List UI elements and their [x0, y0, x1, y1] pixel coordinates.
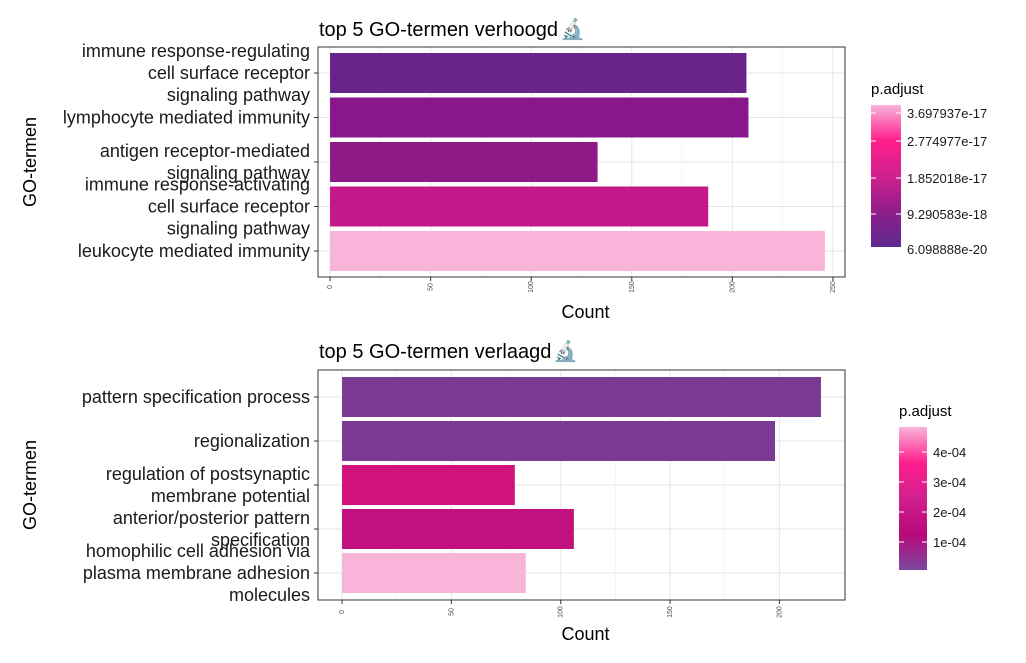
- x-tick-label: 150: [629, 281, 636, 293]
- legend-label: 4e-04: [933, 445, 966, 460]
- y-axis-title: GO-termen: [20, 440, 40, 530]
- x-tick-label: 200: [776, 606, 783, 618]
- microscope-icon: 🔬: [560, 17, 585, 41]
- legend: p.adjust 4e-04 3e-04 2e-04 1e-04: [899, 403, 966, 570]
- chart-panel-2: top 5 GO-termen verlaagd 🔬 pattern specifi…: [20, 339, 966, 644]
- category-label: immune response-activating: [85, 175, 310, 195]
- chart-title: top 5 GO-termen verlaagd: [319, 341, 551, 363]
- x-axis-title: Count: [561, 302, 609, 322]
- category-label: cell surface receptor: [148, 197, 310, 217]
- bar: [342, 509, 574, 549]
- category-label: signaling pathway: [167, 163, 310, 183]
- x-axis-title: Count: [561, 624, 609, 644]
- category-label: regulation of postsynaptic: [106, 464, 310, 484]
- chart-title: top 5 GO-termen verhoogd: [319, 19, 558, 41]
- legend-label: 1.852018e-17: [907, 171, 987, 186]
- category-label: membrane potential: [151, 486, 310, 506]
- category-label: regionalization: [194, 431, 310, 451]
- category-label: homophilic cell adhesion via: [86, 541, 311, 561]
- category-label: lymphocyte mediated immunity: [63, 108, 310, 128]
- legend-colorbar: [871, 105, 901, 247]
- x-tick-label: 50: [448, 608, 455, 616]
- bar: [330, 142, 598, 182]
- bar: [330, 231, 825, 271]
- legend-label: 1e-04: [933, 535, 966, 550]
- category-label: plasma membrane adhesion: [83, 563, 310, 583]
- legend-label: 6.098888e-20: [907, 242, 987, 257]
- category-label: signaling pathway: [167, 219, 310, 239]
- category-label: cell surface receptor: [148, 63, 310, 83]
- x-tick-label: 100: [528, 281, 535, 293]
- bar: [342, 553, 526, 593]
- legend-label: 2.774977e-17: [907, 134, 987, 149]
- microscope-icon: 🔬: [553, 339, 578, 363]
- category-label: molecules: [229, 585, 310, 605]
- x-tick-label: 150: [667, 606, 674, 618]
- category-label: anterior/posterior pattern: [113, 508, 310, 528]
- category-label: pattern specification process: [82, 387, 310, 407]
- category-label: leukocyte mediated immunity: [78, 241, 310, 261]
- bar: [330, 97, 749, 138]
- legend-label: 2e-04: [933, 505, 966, 520]
- bar: [342, 421, 776, 461]
- legend-label: 3e-04: [933, 475, 966, 490]
- legend-title: p.adjust: [871, 81, 924, 98]
- x-tick-label: 100: [558, 606, 565, 618]
- legend-colorbar: [899, 427, 927, 570]
- category-label: antigen receptor-mediated: [100, 141, 310, 161]
- bar: [342, 377, 821, 417]
- x-tick-label: 50: [428, 283, 435, 291]
- x-tick-label: 250: [830, 281, 837, 293]
- x-tick-label: 0: [339, 610, 346, 614]
- chart-panel-1: top 5 GO-termen verhoogd 🔬 immune response…: [20, 17, 987, 322]
- legend-title: p.adjust: [899, 403, 952, 420]
- category-label: signaling pathway: [167, 85, 310, 105]
- category-label: specification: [211, 530, 310, 550]
- x-tick-label: 200: [729, 281, 736, 293]
- category-label: immune response-regulating: [82, 41, 310, 61]
- legend: p.adjust 3.697937e-17 2.774977e-17 1.852018…: [871, 81, 987, 257]
- y-axis-title: GO-termen: [20, 117, 40, 207]
- bar: [330, 53, 747, 93]
- x-tick-label: 0: [327, 285, 334, 289]
- legend-label: 9.290583e-18: [907, 207, 987, 222]
- bar: [330, 186, 709, 227]
- bar: [342, 465, 515, 505]
- legend-label: 3.697937e-17: [907, 106, 987, 121]
